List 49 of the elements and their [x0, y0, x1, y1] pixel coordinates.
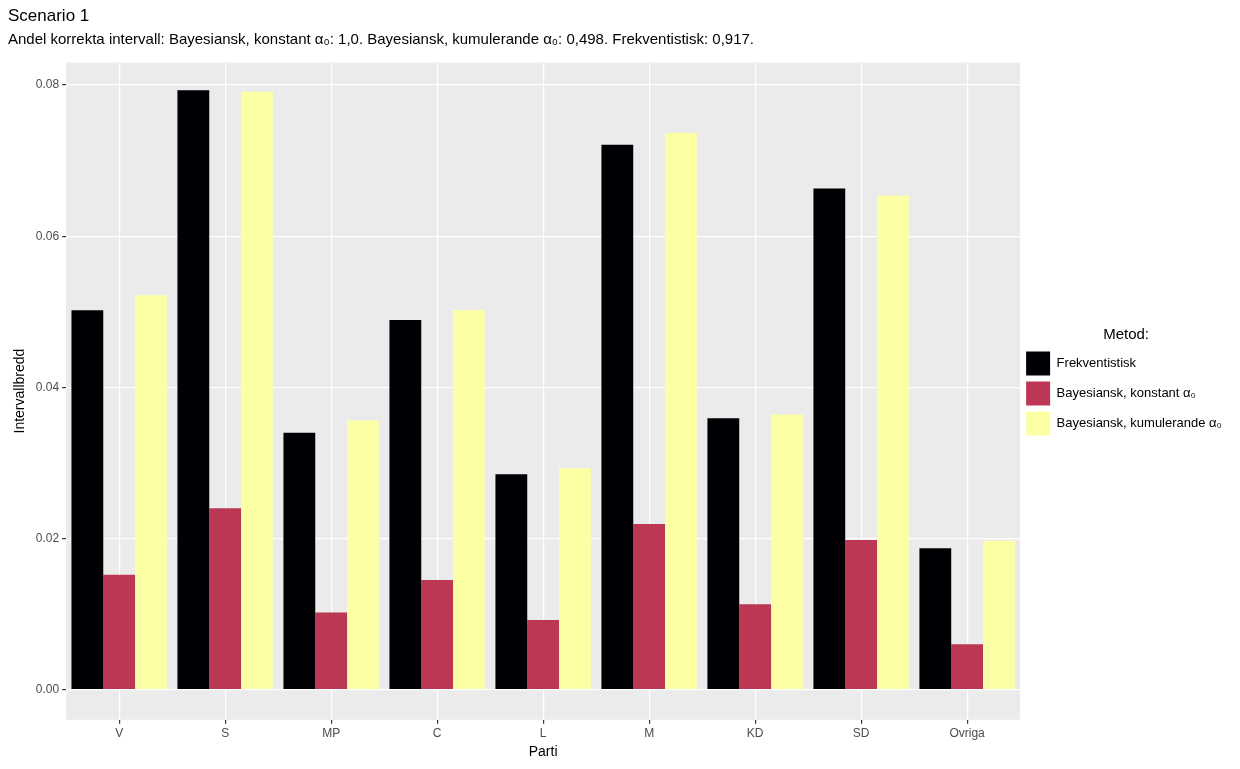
bar	[495, 474, 528, 689]
bar	[315, 612, 348, 689]
y-axis-title: Intervallbredd	[11, 348, 28, 434]
chart-title: Scenario 1	[8, 5, 90, 25]
bar	[135, 295, 167, 689]
bar	[389, 320, 422, 689]
bar	[103, 574, 136, 689]
bar	[601, 144, 634, 689]
bar	[421, 580, 454, 689]
bar	[813, 188, 846, 689]
bar	[919, 548, 952, 689]
x-tick-label: M	[644, 726, 655, 741]
bar	[951, 644, 984, 689]
y-tick-label: 0.04	[35, 379, 60, 394]
bar	[665, 132, 697, 689]
x-tick-label: S	[221, 726, 230, 741]
bar	[739, 604, 772, 689]
bar	[845, 539, 878, 689]
bar	[71, 310, 104, 689]
y-tick-label: 0.08	[35, 77, 60, 92]
bar	[177, 90, 210, 689]
x-tick-label: C	[432, 726, 442, 741]
y-tick-label: 0.02	[35, 530, 60, 545]
x-tick-label: Ovriga	[949, 726, 986, 741]
chart-subtitle: Andel korrekta intervall: Bayesiansk, konstant α₀: 1,0. Bayesiansk, kumulerande α₀: 0,498. Frekventistisk: 0,917.	[8, 29, 754, 47]
bar	[877, 195, 909, 689]
x-axis-title: Parti	[528, 743, 558, 760]
bar	[983, 540, 1015, 689]
x-tick-label: V	[115, 726, 124, 741]
bar	[453, 310, 485, 689]
x-tick-label: L	[539, 726, 547, 741]
bar	[241, 91, 273, 689]
bar	[283, 432, 316, 689]
bar	[209, 508, 242, 689]
legend-label: Bayesiansk, kumulerande α₀	[1056, 415, 1223, 431]
legend-title: Metod:	[1103, 325, 1149, 343]
legend-label: Frekventistisk	[1056, 355, 1137, 371]
bar	[347, 420, 379, 689]
bar	[633, 524, 666, 689]
y-tick-label: 0.00	[35, 681, 60, 696]
y-tick-label: 0.06	[35, 228, 60, 243]
x-tick-label: KD	[746, 726, 764, 741]
legend-label: Bayesiansk, konstant α₀	[1056, 385, 1196, 401]
bar	[707, 418, 740, 689]
bar	[527, 620, 560, 689]
x-tick-label: SD	[852, 726, 870, 741]
x-tick-label: MP	[322, 726, 341, 741]
bar	[771, 414, 803, 689]
bar	[559, 468, 591, 689]
